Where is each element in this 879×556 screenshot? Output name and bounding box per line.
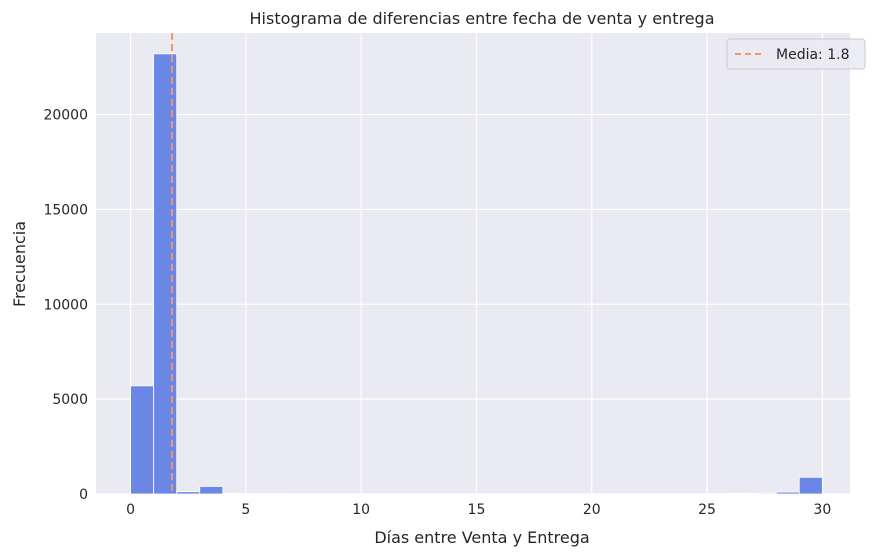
histogram-bars: [130, 53, 823, 495]
plot-background: [96, 33, 850, 494]
histogram-bar: [752, 492, 777, 495]
histogram-bar: [775, 491, 800, 495]
x-tick-labels: 0 5 10 15 20 25 30: [126, 502, 831, 518]
histogram-bar: [153, 53, 178, 495]
x-tick-label: 15: [468, 502, 486, 518]
x-tick-label: 20: [583, 502, 601, 518]
x-tick-label: 0: [126, 502, 135, 518]
histogram-bar: [222, 493, 247, 495]
legend-box: [726, 38, 866, 70]
y-tick-label: 15000: [43, 202, 88, 218]
histogram-bar: [130, 385, 155, 495]
x-tick-label: 5: [241, 502, 250, 518]
y-tick-label: 5000: [52, 392, 88, 408]
x-axis-title: Días entre Venta y Entrega: [374, 528, 589, 547]
legend-mean-label: Media: 1.8: [776, 47, 849, 63]
x-tick-label: 25: [698, 502, 716, 518]
y-tick-label: 10000: [43, 297, 88, 313]
histogram-bar: [176, 491, 201, 495]
histogram-bar: [199, 486, 224, 495]
y-tick-label: 0: [79, 487, 88, 503]
grid-lines: [96, 33, 850, 495]
y-tick-labels: 0 5000 10000 15000 20000: [43, 108, 88, 503]
legend: Media: 1.8: [726, 38, 866, 70]
y-tick-label: 20000: [43, 108, 88, 124]
y-axis-title: Frecuencia: [10, 221, 29, 307]
chart-title: Histograma de diferencias entre fecha de…: [250, 9, 715, 28]
x-tick-label: 30: [813, 502, 831, 518]
x-tick-label: 10: [352, 502, 370, 518]
histogram-bar: [798, 476, 823, 495]
